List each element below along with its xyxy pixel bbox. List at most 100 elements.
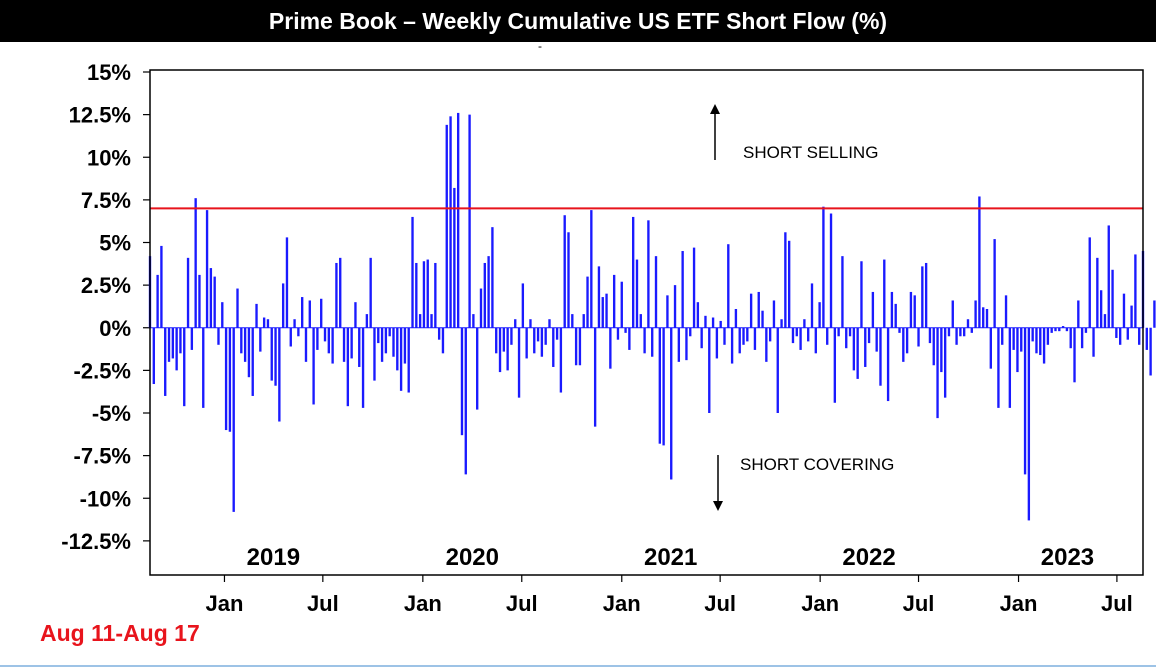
bar [1042,327,1046,364]
bar [1031,327,1034,342]
bar [723,327,726,345]
bar [335,262,338,328]
bar [1012,327,1015,350]
x-tick-label: Jan [206,591,244,616]
bar [491,227,494,328]
bar [902,327,905,362]
bar [320,298,323,328]
bar [403,327,407,364]
bar [468,114,471,328]
x-tick-label: Jul [506,591,538,616]
bar [1130,305,1133,328]
bar [243,327,247,362]
bar [407,327,410,393]
bar [582,314,585,328]
bar [609,327,612,369]
bar [993,239,996,328]
bar [221,302,224,328]
bar [651,327,654,357]
bar [464,327,467,475]
bar [1092,327,1095,357]
bar [757,291,760,328]
bar [339,257,342,328]
bar [791,327,795,344]
bar [388,327,391,337]
stray-mark: - [538,39,542,53]
bar [1107,225,1110,328]
bar [476,327,479,410]
bar [845,327,848,349]
bar [533,327,536,354]
bar [681,251,684,328]
y-tick-label: -12.5% [61,529,131,554]
bar [1016,327,1019,373]
bar [826,327,829,345]
bar [742,327,745,345]
bar [1122,293,1126,328]
bar [1145,327,1148,350]
bar [852,327,856,371]
bar [506,327,509,371]
date-range-label: Aug 11-Aug 17 [40,620,200,646]
bar [1027,327,1031,521]
bar [727,244,730,328]
y-tick-label: -5% [92,401,131,426]
bar [247,327,251,378]
bar [411,216,414,328]
bar [982,307,985,328]
year-label: 2019 [247,544,300,571]
bar [635,259,639,328]
bar [510,327,513,345]
bar [963,327,966,337]
bar [841,256,844,328]
y-tick-label: 10% [87,145,131,170]
bar [232,327,235,512]
bar [677,327,681,362]
bar [936,327,939,419]
bar [795,327,798,337]
bar [281,283,285,328]
bar [643,327,646,354]
y-tick-label: 15% [87,60,131,85]
y-tick-label: -2.5% [74,358,131,383]
bar [997,327,1000,408]
bar [799,327,802,350]
bar [658,327,661,444]
bar [399,327,403,391]
bar [943,327,947,398]
bar [837,327,840,337]
bar [552,327,555,367]
bar [278,327,281,422]
bar [441,327,445,354]
bar [460,327,464,436]
y-tick-label: -10% [80,486,131,511]
arrow-down-icon [713,501,723,511]
bar [913,295,916,328]
bar [730,327,734,364]
bar [616,327,620,340]
bar [932,327,935,366]
bar [160,245,163,328]
bar [628,327,631,350]
bar [194,198,197,328]
bar [894,303,897,328]
bar [654,256,658,328]
bar [525,327,528,359]
y-tick-label: 5% [99,231,131,256]
year-label: 2023 [1041,544,1094,571]
bar [430,314,433,328]
bar [422,261,426,328]
bar [502,327,506,352]
bar [171,327,175,359]
bar [426,259,429,328]
bar [316,327,319,350]
bar [331,327,334,364]
bar [875,327,878,352]
bar [985,308,989,328]
chart-title: Prime Book – Weekly Cumulative US ETF Sh… [0,0,1156,42]
bar [700,327,703,349]
bar [1084,327,1088,333]
bar [1096,257,1099,328]
bar [768,327,772,342]
bar [1134,254,1137,328]
